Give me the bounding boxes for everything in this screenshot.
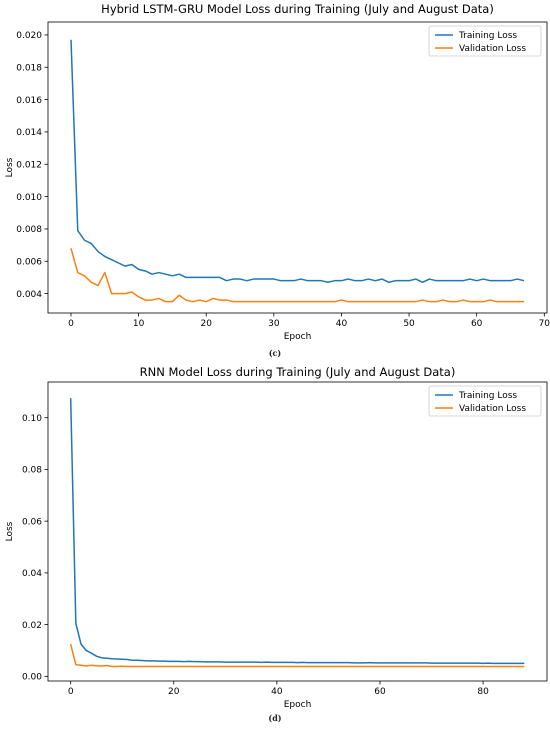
x-tick-label: 20 xyxy=(200,319,212,329)
y-tick-label: 0.004 xyxy=(16,290,42,300)
chart-c: Hybrid LSTM-GRU Model Loss during Traini… xyxy=(5,2,550,342)
legend-box xyxy=(428,385,542,417)
x-tick-label: 50 xyxy=(403,319,415,329)
y-tick-label: 0.08 xyxy=(22,466,42,476)
y-tick-label: 0.02 xyxy=(22,621,42,631)
training-loss-line xyxy=(70,39,525,284)
x-tick-label: 40 xyxy=(336,319,348,329)
y-tick-label: 0.016 xyxy=(16,96,42,106)
legend-label: Training Loss xyxy=(458,31,517,41)
x-tick-label: 60 xyxy=(374,687,386,697)
legend-label: Validation Loss xyxy=(459,404,526,414)
y-tick-label: 0.014 xyxy=(16,128,42,138)
x-axis-label: Epoch xyxy=(284,332,312,342)
x-tick-label: 10 xyxy=(133,319,145,329)
y-tick-label: 0.010 xyxy=(16,193,42,203)
chart-title: Hybrid LSTM-GRU Model Loss during Traini… xyxy=(101,2,494,16)
y-tick-label: 0.020 xyxy=(16,31,42,41)
x-tick-label: 0 xyxy=(68,687,74,697)
panel-d-caption: (d) xyxy=(268,713,282,723)
panel-c-caption: (c) xyxy=(268,348,282,358)
x-tick-label: 40 xyxy=(271,687,283,697)
x-axis-label: Epoch xyxy=(284,700,312,710)
plot-frame xyxy=(47,381,548,682)
y-tick-label: 0.012 xyxy=(16,160,42,170)
y-tick-label: 0.10 xyxy=(22,414,42,424)
plot-frame xyxy=(47,21,548,314)
y-tick-label: 0.008 xyxy=(16,225,42,235)
y-axis-label: Loss xyxy=(5,157,15,177)
x-tick-label: 60 xyxy=(471,319,483,329)
x-tick-label: 80 xyxy=(477,687,489,697)
legend-box xyxy=(428,25,542,57)
x-tick-label: 70 xyxy=(539,319,550,329)
validation-loss-line xyxy=(69,643,525,668)
chart-d: RNN Model Loss during Training (July and… xyxy=(5,365,548,710)
x-tick-label: 20 xyxy=(168,687,180,697)
y-tick-label: 0.006 xyxy=(16,257,42,267)
y-tick-label: 0.00 xyxy=(22,673,42,683)
x-tick-label: 30 xyxy=(268,319,280,329)
legend: Training Loss Validation Loss xyxy=(428,385,542,417)
training-loss-line xyxy=(69,398,525,665)
legend: Training Loss Validation Loss xyxy=(428,25,542,57)
y-tick-label: 0.04 xyxy=(22,569,42,579)
x-tick-label: 0 xyxy=(68,319,74,329)
y-tick-label: 0.018 xyxy=(16,63,42,73)
chart-title: RNN Model Loss during Training (July and… xyxy=(140,365,456,379)
validation-loss-line xyxy=(70,248,525,303)
y-tick-label: 0.06 xyxy=(22,517,42,527)
legend-label: Training Loss xyxy=(458,391,517,401)
legend-label: Validation Loss xyxy=(459,44,526,54)
y-axis-label: Loss xyxy=(5,521,15,541)
